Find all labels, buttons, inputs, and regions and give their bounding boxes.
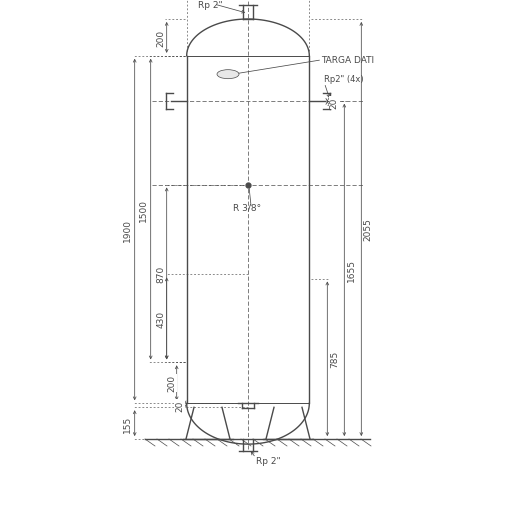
Text: 200: 200 bbox=[156, 30, 165, 47]
Text: 2055: 2055 bbox=[363, 218, 372, 241]
Text: 1655: 1655 bbox=[346, 259, 355, 282]
Text: 430: 430 bbox=[156, 310, 165, 327]
Text: TARGA DATI: TARGA DATI bbox=[321, 55, 374, 65]
Text: Rp 2": Rp 2" bbox=[256, 457, 280, 466]
Text: 1500: 1500 bbox=[139, 198, 148, 221]
Text: 1900: 1900 bbox=[123, 218, 132, 242]
Text: 785: 785 bbox=[329, 351, 338, 367]
Text: Rp 2": Rp 2" bbox=[197, 1, 222, 10]
Text: 155: 155 bbox=[123, 415, 132, 432]
Ellipse shape bbox=[216, 71, 239, 79]
Text: Rp2" (4x): Rp2" (4x) bbox=[324, 75, 363, 84]
Text: 20: 20 bbox=[175, 400, 184, 411]
Text: 20: 20 bbox=[329, 98, 338, 109]
Text: R 3/8°: R 3/8° bbox=[233, 203, 261, 212]
Text: 870: 870 bbox=[156, 265, 165, 282]
Text: 200: 200 bbox=[167, 375, 176, 391]
